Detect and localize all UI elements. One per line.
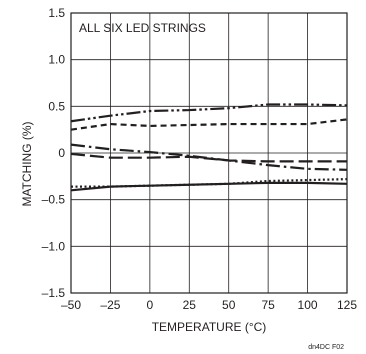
series-layer bbox=[70, 103, 348, 192]
y-tick-label: 0 bbox=[58, 146, 65, 160]
grid bbox=[70, 12, 348, 294]
y-tick-label: 0.5 bbox=[48, 99, 65, 113]
x-tick-label: –25 bbox=[100, 298, 120, 312]
y-tick-label: –1.0 bbox=[42, 239, 66, 253]
y-axis-title: MATCHING (%) bbox=[20, 121, 34, 206]
y-tick-label: –0.5 bbox=[42, 193, 66, 207]
y-tick-label: 1.0 bbox=[48, 53, 65, 67]
y-tick-label: 1.5 bbox=[48, 6, 65, 20]
series-line-short-dash bbox=[70, 118, 348, 131]
x-tick-label: 125 bbox=[337, 298, 357, 312]
x-tick-label: 0 bbox=[147, 298, 154, 312]
x-tick-label: 75 bbox=[261, 298, 275, 312]
y-tick-label: –1.5 bbox=[42, 286, 66, 300]
series-line-long-dash-dot bbox=[70, 143, 348, 171]
series-line-long-dash-dot-dot bbox=[70, 103, 348, 123]
figure-id: dn4DC F02 bbox=[308, 344, 344, 351]
series-line-long-dash bbox=[70, 152, 347, 163]
x-tick-label: 25 bbox=[183, 298, 197, 312]
chart-annotation: ALL SIX LED STRINGS bbox=[79, 21, 206, 35]
x-tick-label: 50 bbox=[222, 298, 236, 312]
series-line-solid bbox=[70, 181, 348, 192]
x-axis-title: TEMPERATURE (°C) bbox=[152, 320, 267, 334]
x-tick-label: –50 bbox=[61, 298, 81, 312]
x-tick-label: 100 bbox=[298, 298, 318, 312]
plot-frame bbox=[70, 12, 348, 294]
tick-labels: –50 –25 0 25 50 75 100 125 1.5 1.0 0.5 0 –0.5 –1.0 –1.… bbox=[42, 6, 358, 312]
